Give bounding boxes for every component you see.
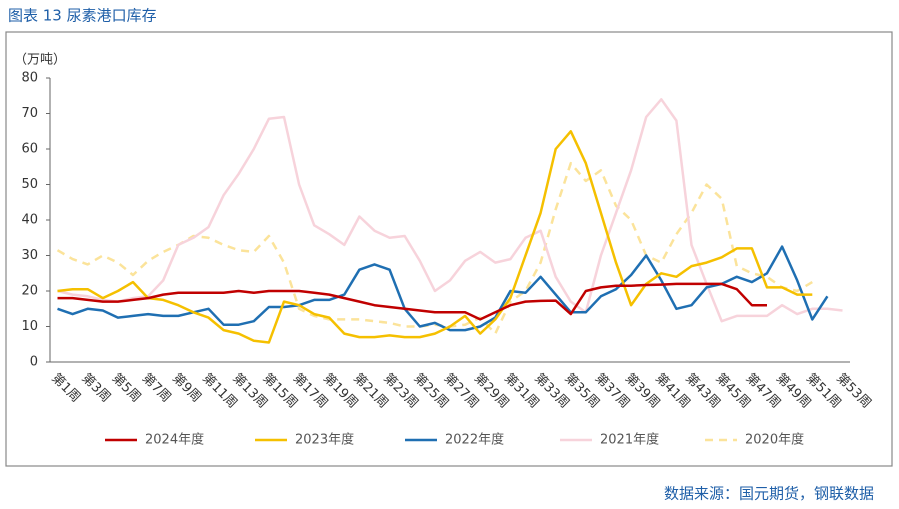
chart-title: 图表 13 尿素港口库存 bbox=[8, 7, 157, 25]
y-tick-label: 10 bbox=[21, 319, 38, 334]
series-line bbox=[57, 98, 843, 323]
y-tick-label: 80 bbox=[21, 71, 38, 86]
y-tick-label: 30 bbox=[21, 248, 38, 263]
x-tick-label: 第9周 bbox=[169, 371, 204, 406]
legend-label: 2022年度 bbox=[445, 432, 504, 448]
legend-label: 2020年度 bbox=[745, 432, 804, 448]
series-line bbox=[56, 161, 813, 335]
series-line bbox=[57, 282, 767, 321]
series-line bbox=[57, 130, 813, 344]
x-tick-label: 第5周 bbox=[109, 371, 144, 406]
y-tick-label: 0 bbox=[30, 355, 38, 370]
legend-label: 2024年度 bbox=[145, 432, 204, 448]
legend-label: 2023年度 bbox=[295, 432, 354, 448]
source-note: 数据来源：国元期货，钢联数据 bbox=[664, 485, 874, 503]
y-axis-label: （万吨） bbox=[14, 53, 66, 68]
y-tick-label: 20 bbox=[21, 284, 38, 299]
y-tick-label: 40 bbox=[21, 213, 38, 228]
x-tick-label: 第3周 bbox=[78, 371, 113, 406]
y-tick-label: 70 bbox=[21, 106, 38, 121]
x-tick-label: 第1周 bbox=[48, 371, 83, 406]
legend-label: 2021年度 bbox=[600, 432, 659, 448]
chart-frame bbox=[5, 31, 893, 467]
y-tick-label: 50 bbox=[21, 177, 38, 192]
x-tick-label: 第53周 bbox=[833, 371, 874, 412]
y-tick-label: 60 bbox=[21, 142, 38, 157]
x-tick-label: 第7周 bbox=[139, 371, 174, 406]
series-line bbox=[57, 245, 829, 332]
